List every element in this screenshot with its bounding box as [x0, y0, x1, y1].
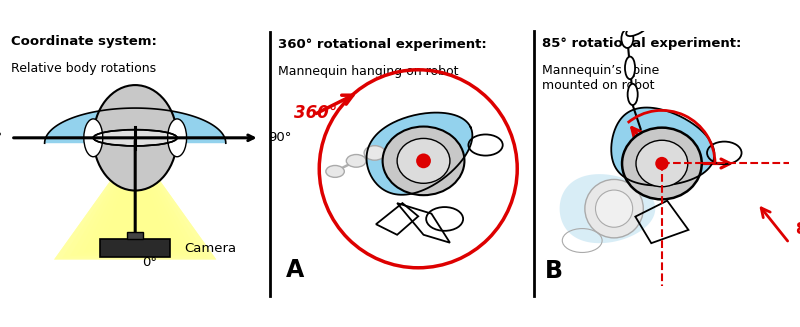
Polygon shape: [62, 146, 208, 258]
Text: 360°: 360°: [294, 104, 338, 122]
Circle shape: [595, 190, 633, 227]
Polygon shape: [560, 174, 655, 243]
Ellipse shape: [94, 85, 177, 191]
Polygon shape: [366, 112, 472, 195]
Bar: [100, 239, 170, 257]
Polygon shape: [83, 146, 187, 253]
Text: 85°: 85°: [794, 222, 800, 237]
Polygon shape: [54, 146, 216, 260]
Polygon shape: [96, 146, 174, 250]
Ellipse shape: [364, 146, 386, 160]
Polygon shape: [90, 146, 181, 251]
Text: Relative body rotations: Relative body rotations: [11, 62, 156, 75]
Text: Camera: Camera: [184, 242, 236, 254]
Text: 90°: 90°: [268, 131, 291, 144]
Ellipse shape: [636, 140, 688, 187]
Polygon shape: [611, 108, 714, 185]
Text: Mannequin hanging on robot: Mannequin hanging on robot: [278, 64, 459, 77]
Ellipse shape: [622, 29, 634, 48]
Text: B: B: [545, 259, 563, 283]
Ellipse shape: [382, 127, 465, 195]
Ellipse shape: [326, 165, 344, 177]
Text: -90°: -90°: [0, 131, 2, 144]
Text: 0°: 0°: [142, 256, 157, 269]
Ellipse shape: [626, 20, 650, 36]
Text: A: A: [286, 258, 305, 282]
Ellipse shape: [397, 138, 450, 183]
Ellipse shape: [622, 128, 702, 199]
Polygon shape: [70, 146, 201, 256]
Ellipse shape: [625, 57, 635, 79]
Text: Mannequin’s spine
mounted on robot: Mannequin’s spine mounted on robot: [542, 64, 660, 92]
Circle shape: [655, 157, 669, 170]
Circle shape: [416, 153, 431, 168]
Polygon shape: [102, 146, 169, 248]
Polygon shape: [77, 146, 194, 254]
Polygon shape: [45, 108, 226, 143]
Ellipse shape: [346, 155, 366, 167]
Text: 360° rotational experiment:: 360° rotational experiment:: [278, 38, 487, 51]
Circle shape: [585, 180, 643, 238]
Bar: [127, 232, 143, 239]
Ellipse shape: [84, 119, 102, 157]
Polygon shape: [54, 146, 216, 260]
Ellipse shape: [628, 84, 638, 105]
Ellipse shape: [94, 130, 177, 146]
Text: Coordinate system:: Coordinate system:: [11, 35, 157, 48]
Text: 85° rotational experiment:: 85° rotational experiment:: [542, 37, 742, 50]
Ellipse shape: [168, 119, 186, 157]
